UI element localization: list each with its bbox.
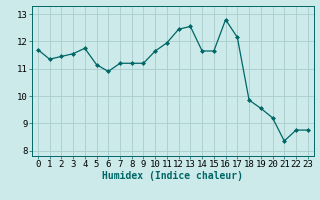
X-axis label: Humidex (Indice chaleur): Humidex (Indice chaleur) <box>102 171 243 181</box>
